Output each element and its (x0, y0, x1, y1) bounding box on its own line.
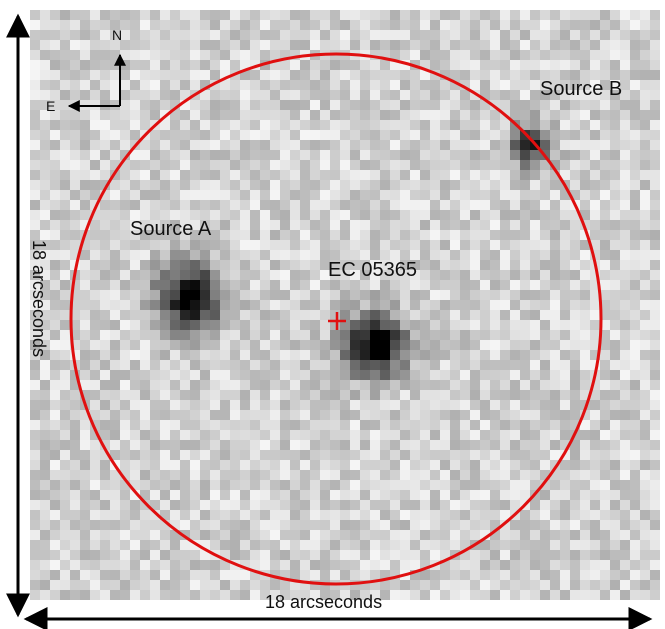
compass-north-label: N (112, 27, 122, 43)
source-a-label: Source A (130, 218, 212, 240)
compass-east-label: E (46, 98, 55, 114)
horizontal-scale-label: 18 arcseconds (265, 592, 382, 612)
aperture-circle (69, 52, 603, 586)
target-label: EC 05365 (328, 259, 417, 281)
grayscale-sky-image (30, 10, 660, 600)
compass-icon: N E (46, 27, 126, 114)
source-b-label: Source B (540, 78, 622, 100)
target-plus-icon (328, 312, 346, 330)
vertical-scale-label: 18 arcseconds (29, 240, 49, 357)
